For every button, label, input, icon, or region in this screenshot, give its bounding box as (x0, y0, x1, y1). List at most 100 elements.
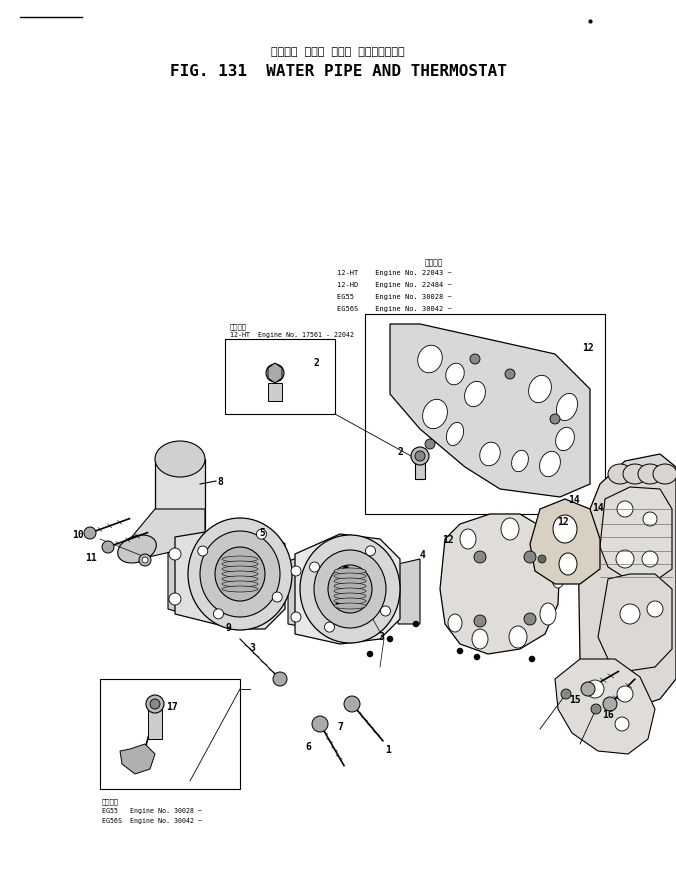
Text: 適用底番: 適用底番 (230, 323, 247, 329)
Ellipse shape (539, 452, 560, 477)
Ellipse shape (464, 382, 485, 407)
Circle shape (381, 607, 391, 616)
Circle shape (642, 551, 658, 567)
Ellipse shape (556, 394, 577, 421)
Circle shape (620, 604, 640, 624)
Circle shape (367, 651, 373, 658)
Text: 3: 3 (249, 643, 255, 652)
Circle shape (617, 687, 633, 702)
Ellipse shape (334, 579, 366, 585)
Ellipse shape (222, 572, 258, 578)
Bar (225, 340, 335, 414)
Ellipse shape (559, 553, 577, 575)
Ellipse shape (540, 603, 556, 625)
Ellipse shape (512, 450, 529, 472)
Circle shape (524, 614, 536, 625)
Circle shape (84, 528, 96, 539)
Circle shape (139, 554, 151, 566)
Circle shape (586, 680, 604, 698)
Circle shape (505, 370, 515, 379)
Ellipse shape (480, 443, 500, 466)
Circle shape (538, 556, 546, 564)
Circle shape (273, 673, 287, 687)
Polygon shape (398, 559, 420, 624)
Ellipse shape (422, 399, 448, 429)
Polygon shape (288, 557, 304, 627)
Text: 10: 10 (72, 529, 84, 539)
Text: EG55     Engine No. 30028 ~: EG55 Engine No. 30028 ~ (337, 293, 452, 299)
Ellipse shape (501, 518, 519, 540)
Circle shape (270, 369, 280, 378)
Text: 2: 2 (397, 447, 403, 457)
Circle shape (415, 451, 425, 462)
Circle shape (470, 355, 480, 364)
Polygon shape (120, 745, 155, 774)
Text: 14: 14 (592, 502, 604, 513)
Circle shape (198, 546, 208, 557)
Polygon shape (268, 363, 282, 384)
Circle shape (142, 558, 148, 564)
Text: 8: 8 (217, 477, 223, 486)
Text: 適用底番: 適用底番 (425, 258, 443, 267)
Bar (100, 680, 240, 789)
Circle shape (343, 566, 349, 572)
Ellipse shape (608, 464, 632, 485)
Text: EG55   Engine No. 30028 ~: EG55 Engine No. 30028 ~ (102, 807, 202, 813)
Ellipse shape (472, 630, 488, 649)
Text: 12: 12 (582, 342, 594, 353)
Circle shape (474, 615, 486, 627)
Circle shape (411, 448, 429, 465)
Circle shape (561, 689, 571, 699)
Ellipse shape (188, 518, 292, 630)
Text: 12-HT  Engine No. 17561 - 22042: 12-HT Engine No. 17561 - 22042 (230, 332, 354, 338)
Text: FIG. 131  WATER PIPE AND THERMOSTAT: FIG. 131 WATER PIPE AND THERMOSTAT (170, 64, 506, 79)
Polygon shape (600, 487, 672, 581)
Circle shape (413, 622, 419, 627)
Circle shape (615, 717, 629, 731)
Ellipse shape (623, 464, 647, 485)
Text: 3: 3 (378, 631, 384, 641)
Ellipse shape (300, 536, 400, 644)
Ellipse shape (460, 529, 476, 550)
Polygon shape (555, 659, 655, 754)
Ellipse shape (529, 376, 552, 403)
Text: 5: 5 (259, 528, 265, 537)
Circle shape (581, 682, 595, 696)
Ellipse shape (222, 566, 258, 572)
Ellipse shape (155, 442, 205, 478)
Ellipse shape (222, 557, 258, 563)
Circle shape (387, 637, 393, 643)
Ellipse shape (418, 346, 442, 373)
Circle shape (310, 563, 320, 572)
Ellipse shape (446, 423, 464, 446)
Ellipse shape (222, 561, 258, 567)
Circle shape (291, 566, 301, 576)
Polygon shape (175, 528, 285, 630)
Circle shape (344, 696, 360, 712)
Text: 12: 12 (442, 535, 454, 544)
Polygon shape (130, 509, 205, 559)
Text: 12-HT    Engine No. 22043 ~: 12-HT Engine No. 22043 ~ (337, 270, 452, 276)
Text: EG56S  Engine No. 30042 ~: EG56S Engine No. 30042 ~ (102, 817, 202, 823)
Text: 6: 6 (305, 741, 311, 752)
Circle shape (474, 551, 486, 564)
Text: 15: 15 (569, 694, 581, 704)
Ellipse shape (228, 561, 252, 587)
Text: 17: 17 (166, 702, 178, 711)
Circle shape (312, 716, 328, 732)
Circle shape (550, 414, 560, 425)
Polygon shape (598, 574, 672, 672)
Ellipse shape (340, 579, 360, 601)
Text: EG56S    Engine No. 30042 ~: EG56S Engine No. 30042 ~ (337, 306, 452, 312)
Circle shape (647, 601, 663, 617)
Polygon shape (440, 515, 560, 654)
Circle shape (256, 529, 266, 540)
Text: ウォータ  パイプ  および  サーモスタット: ウォータ パイプ および サーモスタット (271, 47, 405, 57)
Ellipse shape (222, 576, 258, 582)
Ellipse shape (334, 568, 366, 574)
Circle shape (102, 542, 114, 553)
Text: 9: 9 (225, 623, 231, 632)
Ellipse shape (509, 626, 527, 648)
Ellipse shape (538, 537, 552, 558)
Polygon shape (530, 500, 600, 585)
